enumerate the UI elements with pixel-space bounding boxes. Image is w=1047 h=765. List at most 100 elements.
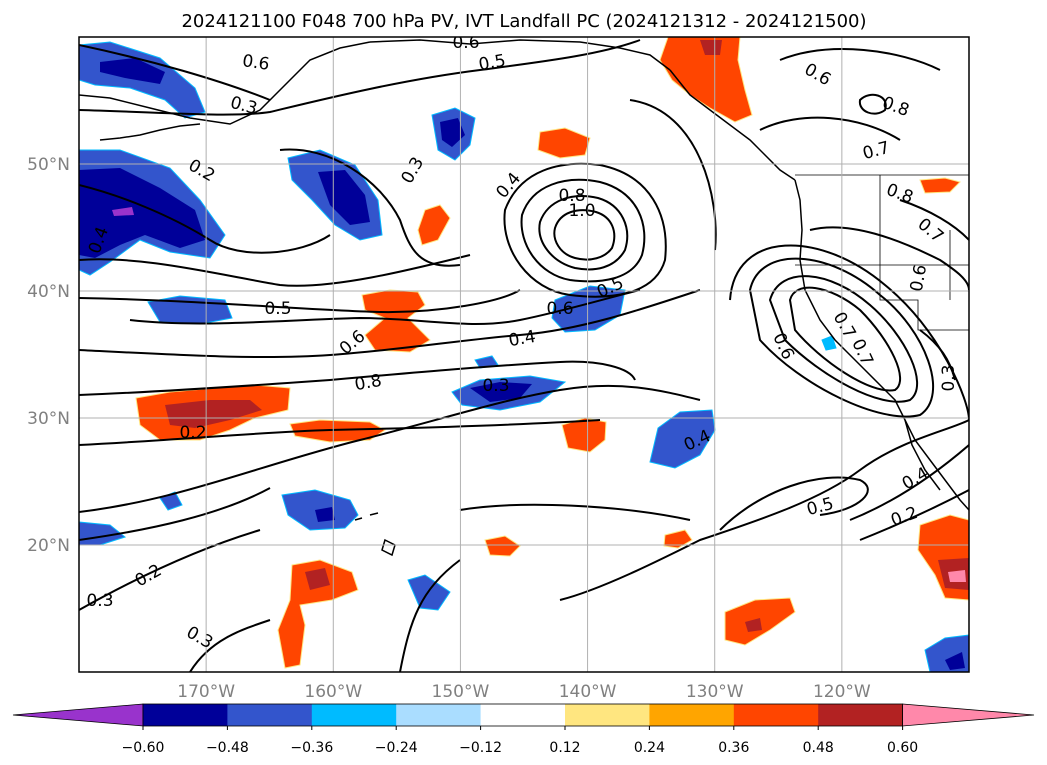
colorbar-swatch [818,704,904,726]
contour-line [503,162,667,298]
neg-patch-23n-core [315,507,335,522]
colorbar-tick-label: −0.24 [375,740,418,756]
colorbar: −0.60 −0.48 −0.36 −0.24 −0.12 0.12 0.24 0.36 0.4… [12,703,1035,756]
neg-patch-n-central-core [318,170,370,225]
lon-tick-label: 130°W [686,682,744,702]
contour-line [553,209,616,261]
lat-tick-label: 20°N [27,536,70,556]
contour-label: 0.6 [907,263,931,293]
lat-tick-label: 30°N [27,409,70,429]
contour-label: 1.0 [568,201,595,221]
contour-line [79,529,261,611]
lon-tick-label: 170°W [177,682,235,702]
map-frame [78,36,970,673]
contour-line [79,487,271,541]
contour-line [759,116,901,141]
alaska-coast [79,41,371,125]
colorbar-tick-label: 0.48 [803,740,834,756]
pos-patch-45n [417,204,451,246]
contour-line [849,444,969,521]
neg-patch-n-core [440,118,465,147]
state-border [879,175,969,331]
pos-patch-20n-e [663,529,693,549]
contour-line [79,360,636,396]
colorbar-tick-label: 0.12 [549,740,580,756]
contour-line [629,99,717,251]
contour-line [79,289,521,314]
lat-tick-labels: 20°N 30°N 40°N 50°N [27,155,70,556]
us-west-coast [794,179,969,511]
contour-line [919,329,956,381]
contour-line [79,419,601,446]
neg-patch-w-min [112,207,134,216]
contour-label: 0.8 [353,371,383,395]
map-panel: 0.60.50.60.30.20.40.3 0.4 0.81.00.60.80.70… [79,33,969,672]
contour-line [79,184,331,254]
neg-patch-30n-east [649,409,716,469]
contour-label: 0.3 [939,364,959,391]
contour-line [189,619,271,672]
colorbar-swatch [227,704,313,726]
pos-patch-bc-core [700,40,722,55]
colorbar-tick-label: 0.60 [887,740,918,756]
contour-line [399,559,461,672]
contour-line [279,148,461,267]
lon-tick-label: 150°W [432,682,490,702]
gridlines [79,37,969,672]
colorbar-min-extend [12,703,144,727]
gulf-alaska-coast [369,39,671,71]
bc-coast [669,69,796,181]
neg-patch-center [551,285,626,333]
contour-line [129,289,641,325]
contour-line [520,178,646,283]
contour-line [79,44,271,101]
contour-line [79,39,641,116]
negative-anomaly-shading [79,41,969,672]
lon-tick-labels: 170°W 160°W 150°W 140°W 130°W 120°W [177,682,871,702]
lon-tick-label: 140°W [559,682,617,702]
pos-patch-se-max [948,570,966,582]
contour-line [79,254,471,287]
pos-patch-16n-core [305,568,330,590]
contour-label: 0.4 [507,327,537,351]
colorbar-swatch [396,704,482,726]
pos-patch-20n [484,535,521,557]
neg-patch-nw-core [100,58,165,84]
contour-label: 0.5 [477,51,507,75]
neg-patch-35n [474,355,499,369]
neg-patch-se-core [945,652,965,670]
contour-line [899,199,969,241]
contour-label: 0.8 [558,186,585,206]
lat-tick-label: 50°N [27,155,70,175]
contour-label: 0.2 [179,423,206,443]
contour-label: 0.6 [241,51,271,75]
neg-patch-30n-core [470,382,532,402]
contour-line [538,195,629,271]
contour-line [768,275,919,403]
pos-patch-16n [277,559,359,669]
hawaii-islands [354,512,396,557]
contour-line [459,503,691,521]
colorbar-swatch [311,704,397,726]
colorbar-tick-label: −0.60 [122,740,165,756]
coastlines [79,39,969,557]
political-borders [795,174,969,331]
colorbar-tick-label: −0.12 [459,740,502,756]
pos-patch-30n-w-core [165,400,262,428]
contour-line [719,476,869,531]
contour-line [779,48,941,71]
baja-coast [904,419,941,491]
aleutian-chain [99,123,201,141]
contour-label: 0.6 [546,299,573,319]
pos-patch-bc [659,37,753,123]
contour-label: 0.6 [452,33,479,53]
contour-label: 0.3 [86,591,113,611]
colorbar-swatch [733,704,819,726]
colorbar-swatch [143,704,228,726]
lon-tick-label: 160°W [304,682,362,702]
contour-line [79,384,701,513]
colorbar-max-extend [902,703,1035,727]
colorbar-tick-label: −0.48 [206,740,249,756]
colorbar-swatch [649,704,735,726]
